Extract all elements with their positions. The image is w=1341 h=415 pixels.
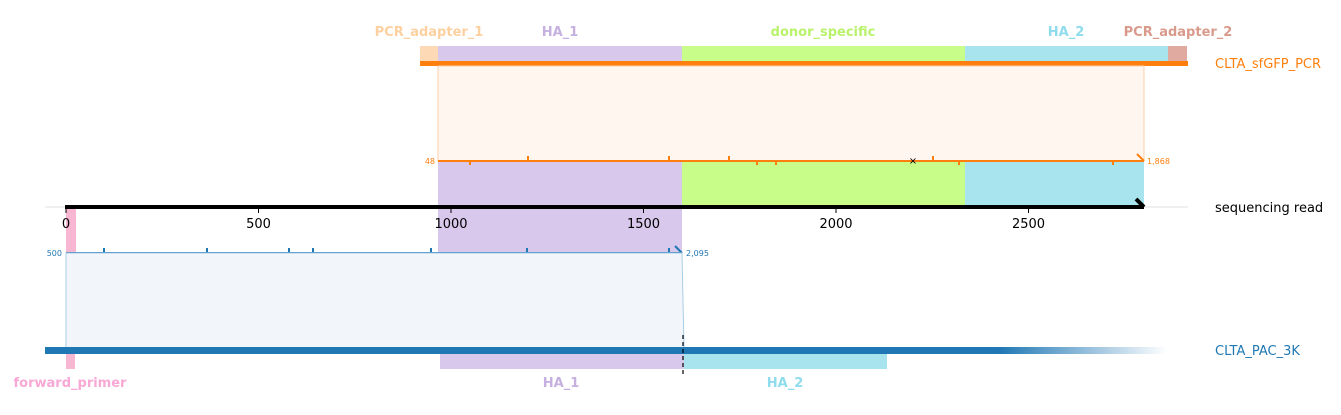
axis-tick-label: 1500 bbox=[627, 217, 660, 232]
pac-track-line bbox=[45, 347, 1167, 354]
pcr-feature-donor-specific bbox=[682, 46, 965, 63]
pcr-mismatch-marker: × bbox=[909, 156, 917, 167]
pac-feature-forward-primer bbox=[66, 352, 75, 369]
feature-label-forward-primer: forward_primer bbox=[14, 376, 128, 391]
pcr-feature-pcr-adapter-2 bbox=[1168, 46, 1187, 63]
axis-tick-label: 500 bbox=[246, 217, 271, 232]
track-label-pac: CLTA_PAC_3K bbox=[1215, 344, 1300, 359]
feature-label-pcr-adapter-2: PCR_adapter_2 bbox=[1124, 25, 1233, 40]
read-feature-ha-2-top bbox=[965, 161, 1144, 207]
pac-start-coordinate: 500 bbox=[47, 249, 62, 258]
axis-tick-label: 0 bbox=[62, 217, 70, 232]
pcr-alignment-shade bbox=[438, 66, 1144, 161]
feature-label-ha-2-top: HA_2 bbox=[1048, 25, 1085, 40]
read-feature-ha-1-top bbox=[438, 161, 682, 207]
pac-feature-ha-1 bbox=[440, 352, 684, 369]
axis-tick-label: 2500 bbox=[1012, 217, 1045, 232]
pcr-track-line bbox=[420, 61, 1188, 66]
pac-alignment-shade bbox=[66, 253, 684, 348]
track-label-read: sequencing read bbox=[1215, 201, 1323, 216]
feature-label-ha-1-bottom: HA_1 bbox=[543, 376, 580, 391]
feature-label-pcr-adapter-1: PCR_adapter_1 bbox=[375, 25, 484, 40]
pcr-feature-ha-2 bbox=[965, 46, 1168, 63]
read-feature-donor-specific bbox=[682, 161, 965, 207]
feature-label-ha-1-top: HA_1 bbox=[542, 25, 579, 40]
axis-tick-label: 1000 bbox=[434, 217, 467, 232]
track-label-pcr: CLTA_sfGFP_PCR bbox=[1215, 57, 1321, 72]
pcr-start-coordinate: 48 bbox=[425, 157, 435, 166]
pcr-end-coordinate: 1,868 bbox=[1147, 157, 1170, 166]
axis-tick-label: 2000 bbox=[819, 217, 852, 232]
pac-end-coordinate: 2,095 bbox=[686, 249, 709, 258]
pac-feature-ha-2 bbox=[684, 352, 887, 369]
feature-label-donor-specific: donor_specific bbox=[771, 25, 876, 40]
pcr-feature-ha-1 bbox=[438, 46, 682, 63]
feature-label-ha-2-bottom: HA_2 bbox=[767, 376, 804, 391]
pcr-feature-pcr-adapter-1 bbox=[420, 46, 438, 63]
